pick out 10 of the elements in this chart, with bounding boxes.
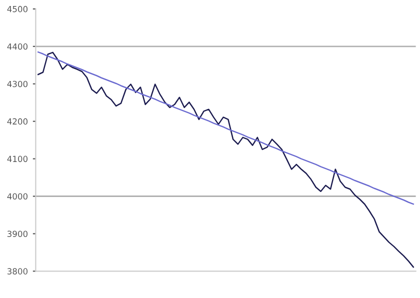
y-tick-label: 3900 — [7, 230, 28, 237]
y-tick-label: 4200 — [7, 118, 28, 125]
y-tick-label: 4100 — [7, 156, 28, 162]
y-tick-label: 4400 — [7, 43, 28, 50]
y-tick-label: 3800 — [7, 268, 28, 274]
y-tick-label: 4300 — [7, 80, 28, 88]
line-series — [38, 52, 414, 268]
line-series — [38, 51, 414, 205]
y-tick-label: 4000 — [7, 193, 28, 200]
y-tick-label: 4500 — [7, 6, 28, 12]
